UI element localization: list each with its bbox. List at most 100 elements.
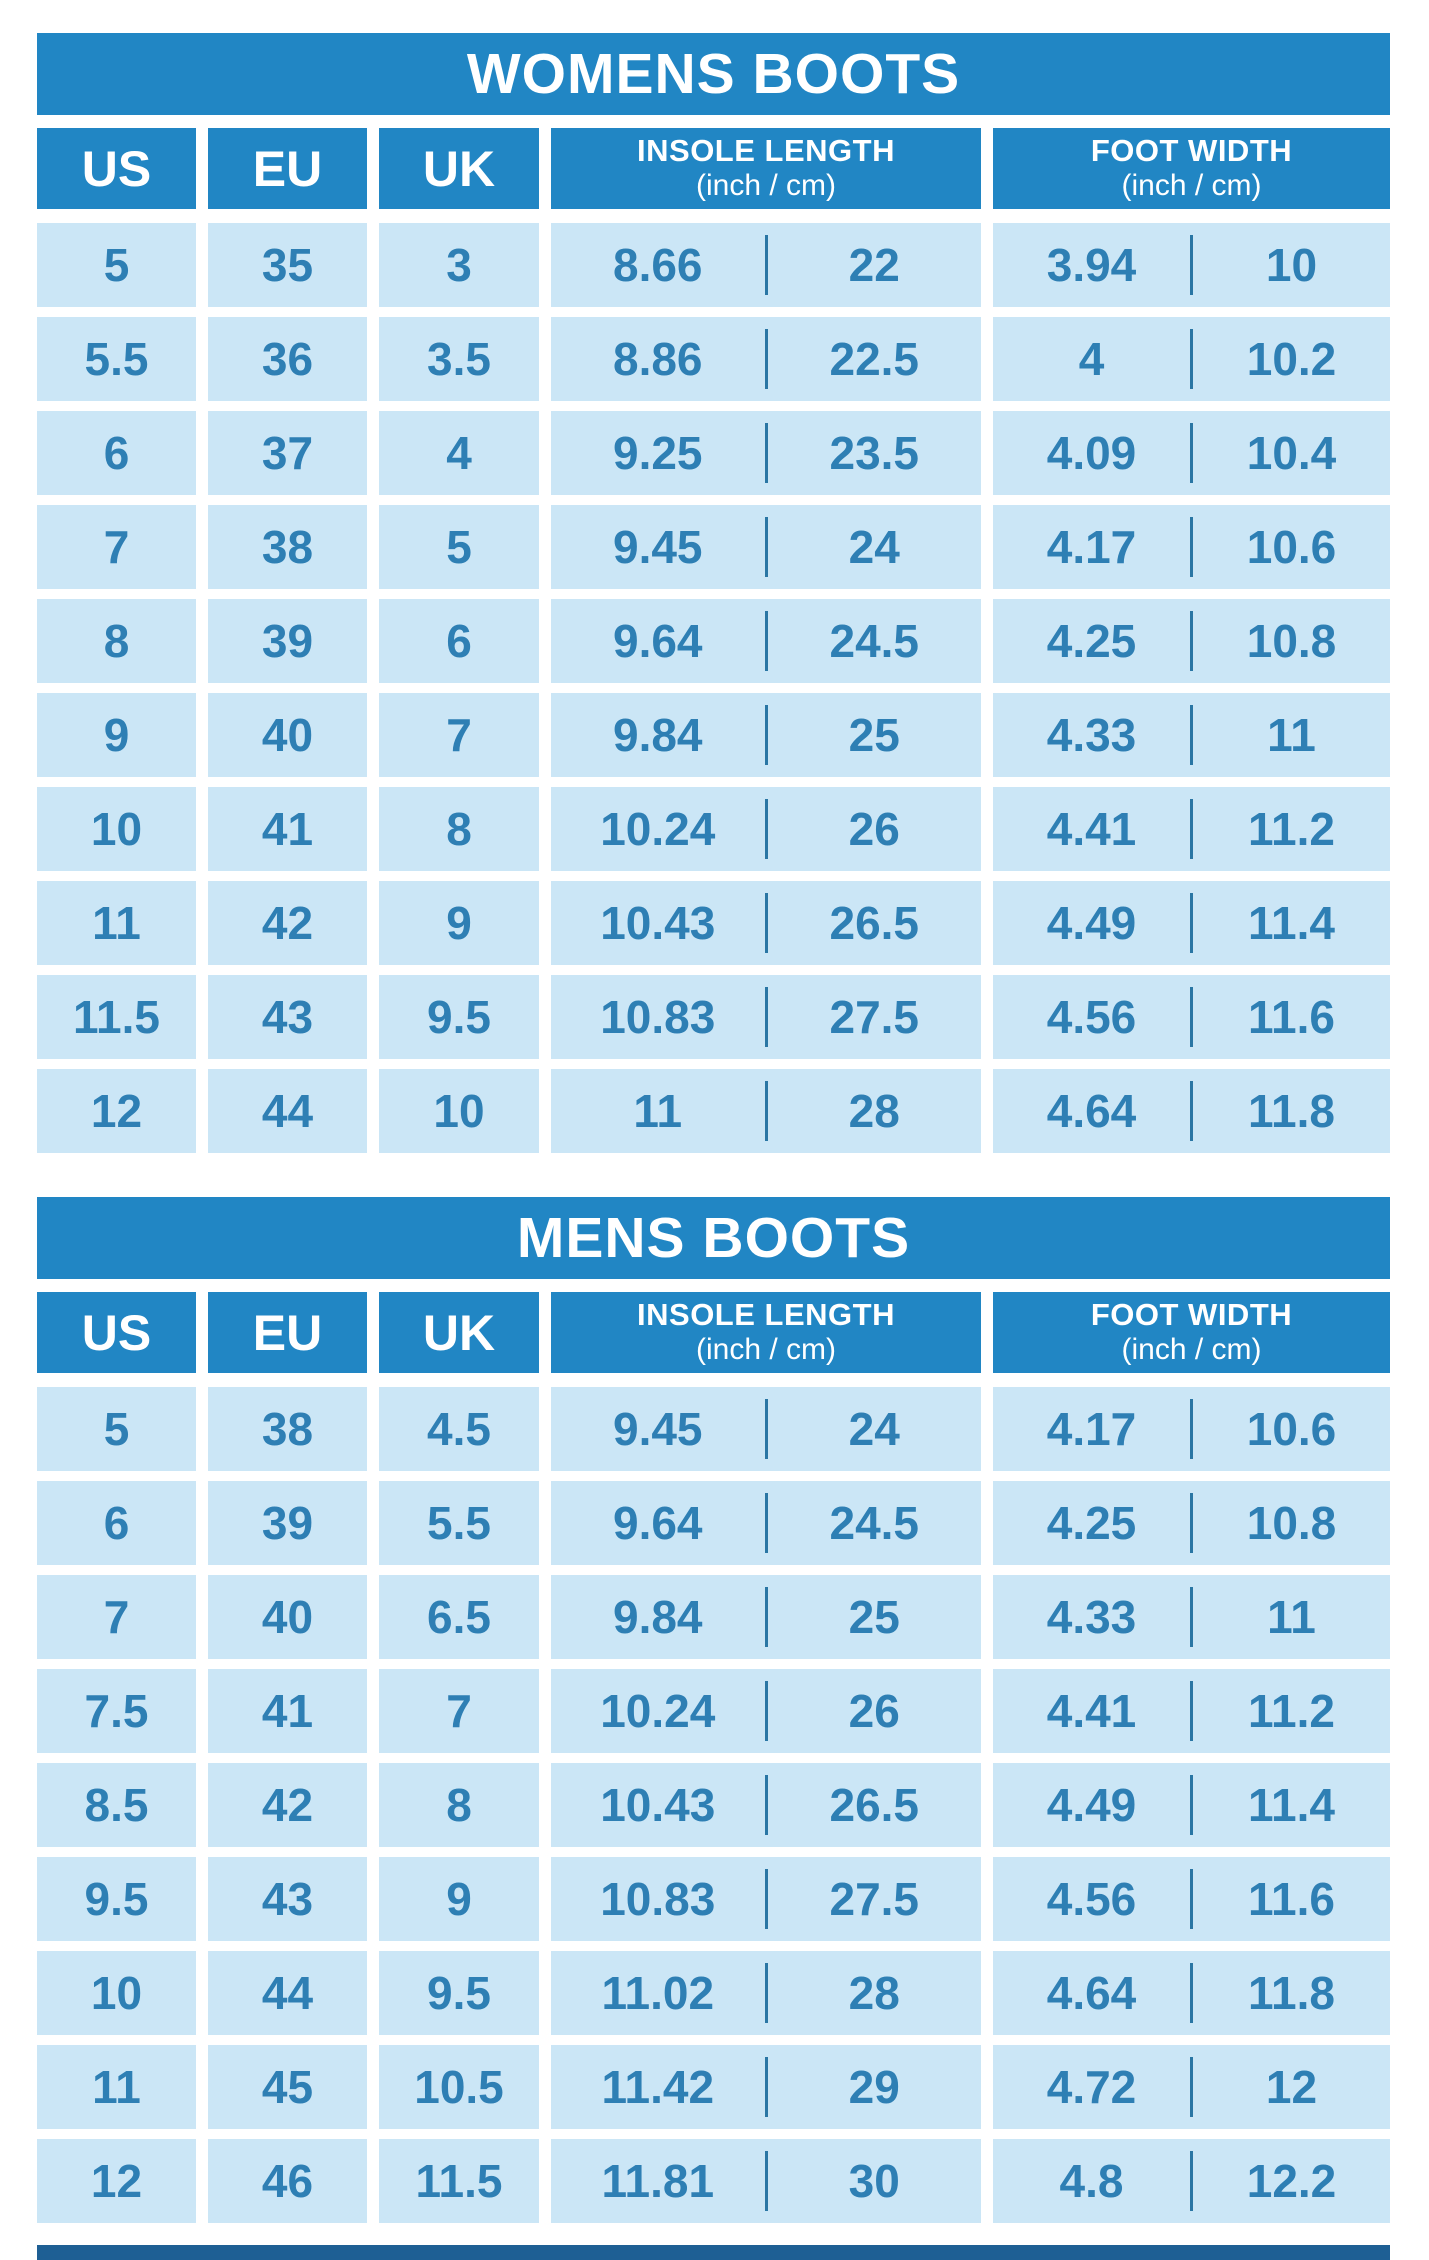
insole-cm-value: 27.5: [829, 1873, 920, 1925]
insole-inch-value: 9.45: [612, 521, 703, 573]
cell-us-size: 9.5: [37, 1857, 196, 1941]
cell-insole-length: 11 28: [551, 1069, 981, 1153]
table-row: 10 44 9.5 11.02 28 4.64 11.8: [37, 1951, 1390, 2035]
foot-width-cm-value: 11.4: [1248, 897, 1335, 949]
table-title-bar: MENS BOOTS: [37, 1197, 1390, 1279]
cell-us-size: 6: [37, 411, 196, 495]
foot-width-cm-value: 12.2: [1246, 2155, 1337, 2207]
foot-width-cm-value: 11.2: [1248, 1685, 1335, 1737]
cell-insole-length: 10.83 27.5: [551, 975, 981, 1059]
column-header-label: US: [81, 1304, 152, 1361]
inch-cm-divider: [1190, 235, 1193, 295]
column-header-label: UK: [422, 140, 496, 197]
cell-us-size: 5.5: [37, 317, 196, 401]
cell-foot-width: 4.33 11: [993, 1575, 1390, 1659]
foot-width-inch-value: 4.33: [1046, 1591, 1137, 1643]
foot-width-cm-value: 12: [1265, 2061, 1318, 2113]
cell-foot-width: 4.33 11: [993, 693, 1390, 777]
insole-inch-value: 9.84: [612, 709, 703, 761]
insole-inch-value: 10.43: [600, 897, 716, 949]
insole-cm-value: 25: [848, 709, 900, 761]
insole-cm-value: 30: [848, 2155, 900, 2207]
column-header-foot-width: FOOT WIDTH (inch / cm): [993, 1292, 1390, 1373]
inch-cm-divider: [764, 423, 768, 483]
insole-inch-value: 11: [633, 1085, 683, 1137]
column-header-label: INSOLE LENGTH: [637, 1297, 895, 1333]
cell-us-size: 8.5: [37, 1763, 196, 1847]
cell-insole-length: 8.86 22.5: [551, 317, 981, 401]
cell-eu-size: 39: [208, 599, 367, 683]
foot-width-inch-value: 4.49: [1046, 897, 1137, 949]
insole-cm-value: 26: [848, 803, 900, 855]
foot-width-inch-value: 4.41: [1046, 803, 1137, 855]
table-row: 7 40 6.5 9.84 25 4.33 11: [37, 1575, 1390, 1659]
inch-cm-divider: [764, 517, 768, 577]
cell-eu-size: 42: [208, 881, 367, 965]
cell-eu-size: 43: [208, 1857, 367, 1941]
mens-boots-table: MENS BOOTS US EU UK INSOLE LENGTH (inch …: [37, 1197, 1390, 2233]
cell-insole-length: 9.64 24.5: [551, 599, 981, 683]
cell-eu-size: 38: [208, 1387, 367, 1471]
column-header-insole-length: INSOLE LENGTH (inch / cm): [551, 128, 981, 209]
table-row: 12 46 11.5 11.81 30 4.8 12.2: [37, 2139, 1390, 2223]
cell-foot-width: 4.17 10.6: [993, 505, 1390, 589]
cell-uk-size: 9: [379, 881, 539, 965]
column-header-row: US EU UK INSOLE LENGTH (inch / cm) FOOT …: [37, 128, 1390, 209]
womens-boots-table: WOMENS BOOTS US EU UK INSOLE LENGTH (inc…: [37, 33, 1390, 1163]
cell-us-size: 6: [37, 1481, 196, 1565]
table-row: 6 39 5.5 9.64 24.5 4.25 10.8: [37, 1481, 1390, 1565]
inch-cm-divider: [1190, 1493, 1193, 1553]
cell-insole-length: 8.66 22: [551, 223, 981, 307]
cell-us-size: 10: [37, 1951, 196, 2035]
cell-eu-size: 45: [208, 2045, 367, 2129]
cell-insole-length: 11.42 29: [551, 2045, 981, 2129]
foot-width-cm-value: 11: [1267, 1591, 1316, 1643]
cell-insole-length: 11.02 28: [551, 1951, 981, 2035]
cell-us-size: 5: [37, 223, 196, 307]
foot-width-inch-value: 4.64: [1046, 1967, 1137, 2019]
inch-cm-divider: [764, 2151, 768, 2211]
cell-insole-length: 10.83 27.5: [551, 1857, 981, 1941]
insole-inch-value: 10.24: [600, 1685, 716, 1737]
table-title: WOMENS BOOTS: [466, 42, 961, 106]
inch-cm-divider: [764, 1681, 768, 1741]
column-header-label: EU: [252, 1304, 323, 1361]
table-row: 11 45 10.5 11.42 29 4.72 12: [37, 2045, 1390, 2129]
insole-inch-value: 8.66: [612, 239, 703, 291]
foot-width-inch-value: 4.56: [1046, 991, 1137, 1043]
foot-width-inch-value: 3.94: [1046, 239, 1137, 291]
table-row: 9 40 7 9.84 25 4.33 11: [37, 693, 1390, 777]
insole-cm-value: 27.5: [829, 991, 920, 1043]
inch-cm-divider: [1190, 893, 1193, 953]
foot-width-inch-value: 4.17: [1046, 1403, 1137, 1455]
table-title-bar: WOMENS BOOTS: [37, 33, 1390, 115]
cell-uk-size: 10: [379, 1069, 539, 1153]
insole-cm-value: 26.5: [829, 897, 920, 949]
cell-insole-length: 10.43 26.5: [551, 881, 981, 965]
cell-foot-width: 4.8 12.2: [993, 2139, 1390, 2223]
cell-us-size: 9: [37, 693, 196, 777]
cell-foot-width: 4.09 10.4: [993, 411, 1390, 495]
cell-foot-width: 4.56 11.6: [993, 1857, 1390, 1941]
inch-cm-divider: [764, 329, 768, 389]
table-row: 5 38 4.5 9.45 24 4.17 10.6: [37, 1387, 1390, 1471]
cell-insole-length: 9.45 24: [551, 505, 981, 589]
inch-cm-divider: [1190, 1775, 1193, 1835]
inch-cm-divider: [764, 1963, 768, 2023]
cell-insole-length: 9.45 24: [551, 1387, 981, 1471]
cell-uk-size: 9.5: [379, 1951, 539, 2035]
cell-foot-width: 4.25 10.8: [993, 1481, 1390, 1565]
insole-inch-value: 9.84: [612, 1591, 703, 1643]
cell-insole-length: 10.43 26.5: [551, 1763, 981, 1847]
table-row: 9.5 43 9 10.83 27.5 4.56 11.6: [37, 1857, 1390, 1941]
column-header-units: (inch / cm): [695, 1333, 836, 1367]
cell-us-size: 12: [37, 1069, 196, 1153]
insole-cm-value: 24.5: [829, 615, 920, 667]
insole-cm-value: 24: [848, 1403, 900, 1455]
inch-cm-divider: [1190, 1869, 1193, 1929]
cell-foot-width: 4.41 11.2: [993, 1669, 1390, 1753]
inch-cm-divider: [1190, 987, 1193, 1047]
foot-width-cm-value: 10.8: [1246, 1497, 1337, 1549]
cell-uk-size: 5: [379, 505, 539, 589]
cell-us-size: 10: [37, 787, 196, 871]
